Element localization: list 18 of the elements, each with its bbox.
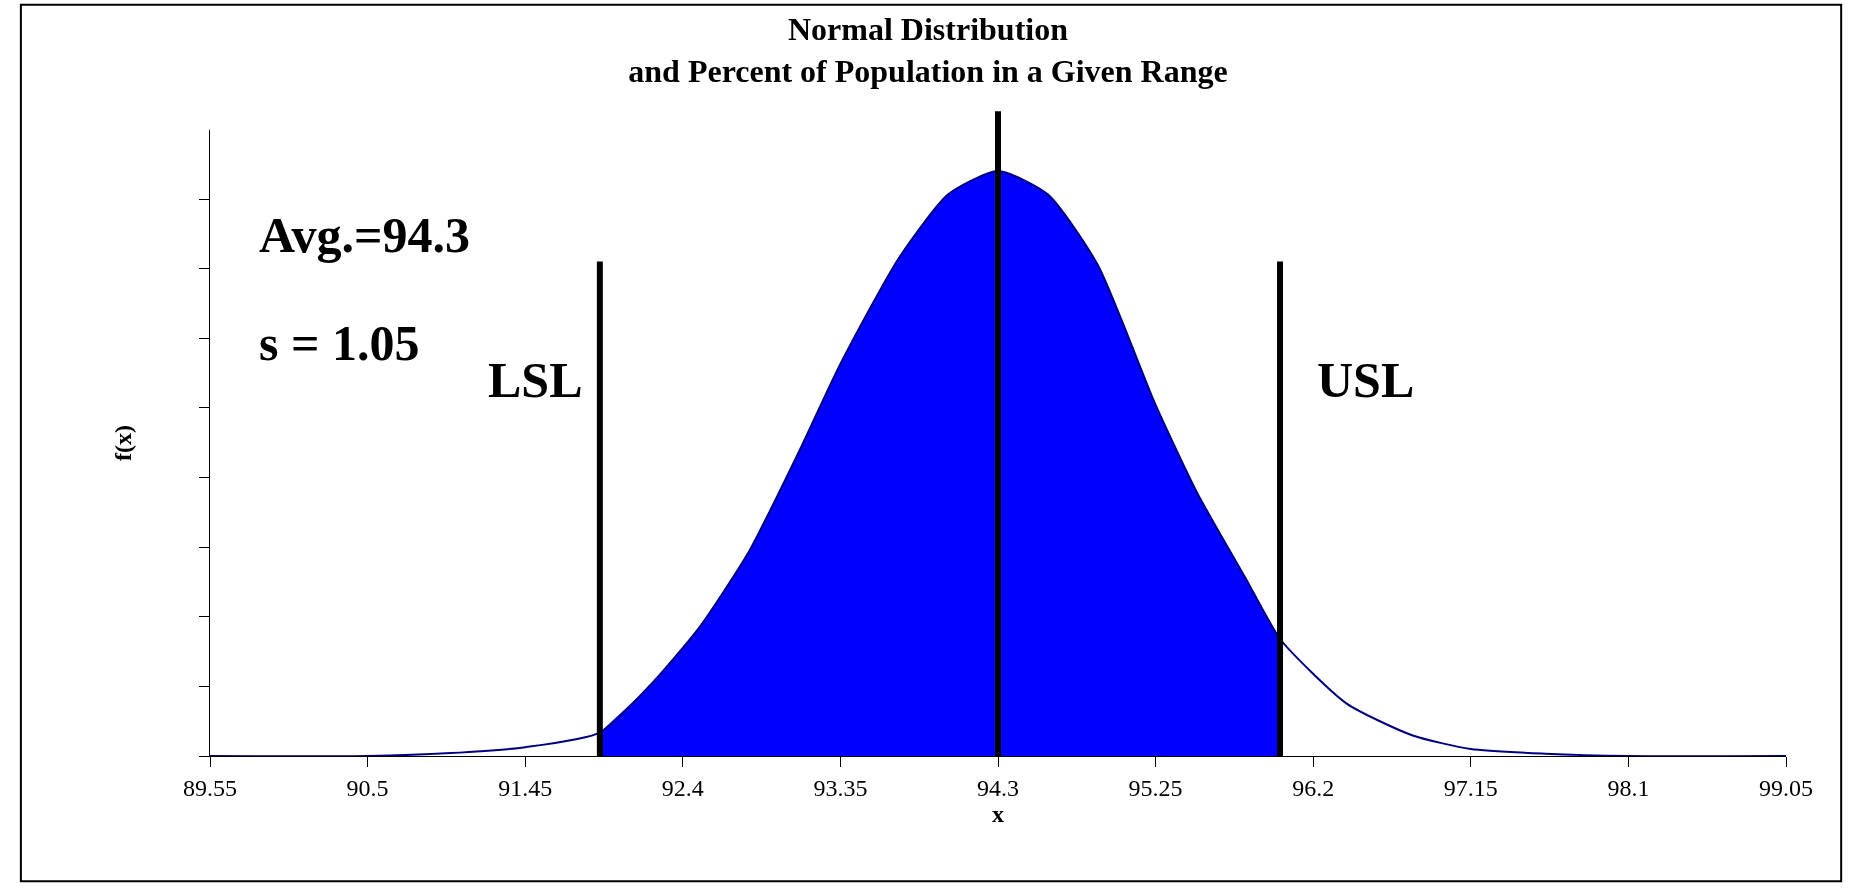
- x-tick-label: 91.45: [498, 774, 553, 801]
- ref-line-label: LSL: [488, 352, 583, 408]
- x-axis-title: x: [992, 800, 1004, 827]
- x-tick-label: 95.25: [1128, 774, 1183, 801]
- x-tick-label: 89.55: [183, 774, 237, 801]
- x-tick-label: 97.15: [1443, 774, 1498, 801]
- annotation: Avg.=94.3: [259, 207, 470, 263]
- x-tick-label: 93.35: [813, 774, 868, 801]
- x-tick-label: 90.5: [346, 774, 389, 801]
- x-tick-label: 94.3: [977, 774, 1019, 801]
- y-axis-title: f(x): [110, 425, 137, 461]
- x-tick-label: 99.05: [1759, 774, 1813, 801]
- x-tick-label: 92.4: [661, 774, 704, 801]
- annotation: s = 1.05: [259, 315, 420, 371]
- ref-line-label: USL: [1317, 352, 1415, 408]
- x-tick-label: 98.1: [1607, 774, 1650, 801]
- x-tick-label: 96.2: [1292, 774, 1335, 801]
- chart-title: Normal Distribution and Percent of Population in a Given Range: [628, 11, 1228, 89]
